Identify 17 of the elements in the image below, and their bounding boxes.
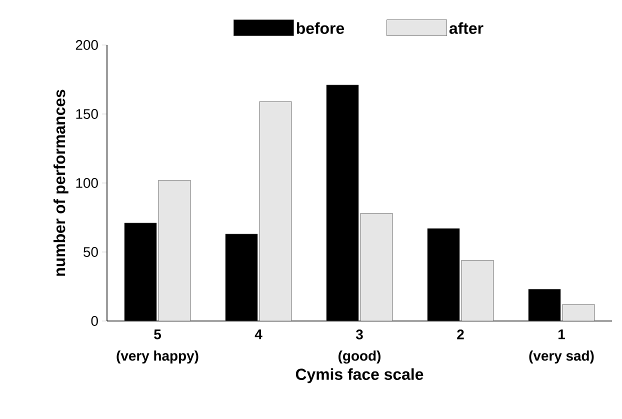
x-tick-label: 3 <box>356 330 363 340</box>
x-tick-label: 5 <box>154 330 161 340</box>
y-axis-title: number of performances <box>54 90 68 276</box>
text: (very happy) <box>116 350 198 364</box>
text: (very sad) <box>529 350 594 364</box>
x-axis-title: Cymis face scale <box>296 368 424 384</box>
x-tick-label: 2 <box>457 330 464 340</box>
y-tick-label: 50 <box>84 247 98 257</box>
text: (good) <box>338 350 381 364</box>
y-tick-label: 200 <box>76 40 98 50</box>
legend-label: after <box>449 22 484 34</box>
y-tick-label: 150 <box>76 109 98 119</box>
y-tick-label: 0 <box>91 316 98 326</box>
x-tick-label: 4 <box>254 330 262 340</box>
legend-label: before <box>296 22 344 34</box>
y-tick-label: 100 <box>76 178 98 188</box>
x-tick-label: 1 <box>558 330 565 340</box>
